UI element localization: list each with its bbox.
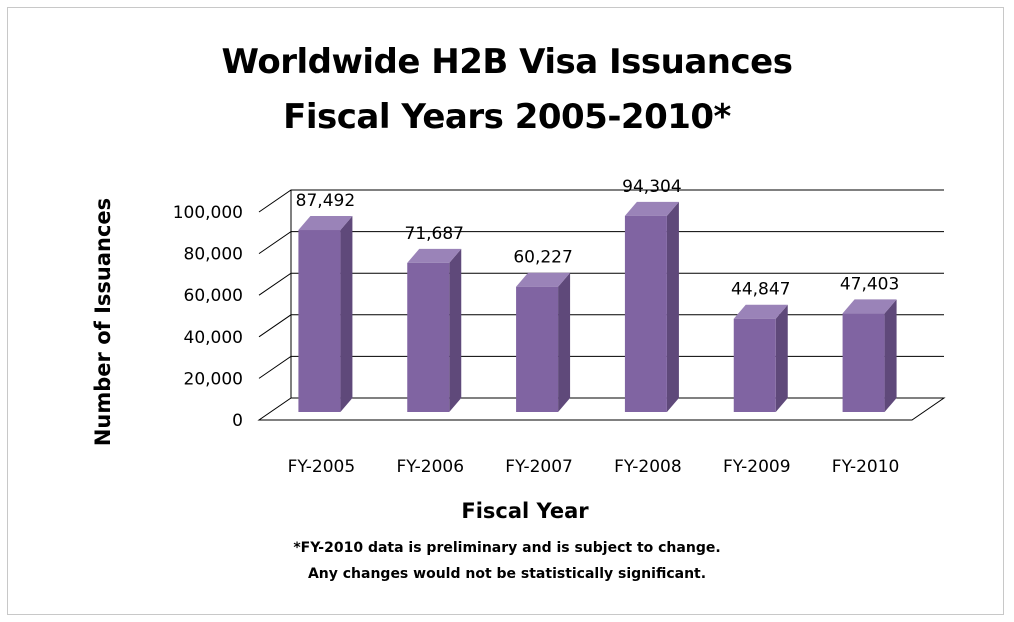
x-tick-label: FY-2010: [832, 457, 900, 477]
bar-FY-2008: [624, 201, 679, 412]
bar-front: [298, 230, 341, 412]
x-axis-title: Fiscal Year: [461, 499, 589, 523]
data-label: 71,687: [405, 224, 464, 244]
chart-title: Worldwide H2B Visa Issuances: [221, 42, 793, 82]
y-axis-title: Number of Issuances: [91, 198, 115, 446]
gridline: [258, 314, 944, 338]
bar-side: [884, 299, 897, 412]
x-tick-label: FY-2007: [505, 457, 573, 477]
bar-top: [842, 299, 897, 314]
bar-top: [516, 272, 571, 287]
data-label: 44,847: [731, 280, 790, 300]
gridline: [258, 189, 944, 213]
gridline: [258, 272, 944, 296]
bar-side: [340, 216, 353, 412]
y-tick-label: 0: [232, 411, 243, 431]
y-tick-label: 80,000: [184, 245, 243, 265]
x-tick-label: FY-2005: [288, 457, 356, 477]
bar-top: [624, 201, 679, 216]
y-tick-label: 20,000: [184, 369, 243, 389]
x-tick-label: FY-2006: [396, 457, 464, 477]
bar-FY-2005: [298, 216, 353, 412]
y-tick-label: 100,000: [173, 203, 243, 223]
y-tick-label: 60,000: [184, 286, 243, 306]
bar-top: [407, 248, 462, 263]
footnote-preliminary: *FY-2010 data is preliminary and is subj…: [293, 540, 721, 556]
data-label: 94,304: [622, 177, 681, 197]
x-tick-label: FY-2008: [614, 457, 682, 477]
y-tick-label: 40,000: [184, 328, 243, 348]
bar-top: [733, 304, 788, 319]
chart-floor: [257, 397, 946, 421]
bar-side: [775, 304, 788, 412]
bar-front: [842, 313, 885, 412]
bar-FY-2009: [733, 304, 788, 412]
gridline: [258, 231, 944, 255]
bar-FY-2007: [516, 272, 571, 412]
data-label: 60,227: [513, 248, 572, 268]
bar-FY-2006: [407, 248, 462, 412]
chart-subtitle: Fiscal Years 2005-2010*: [283, 97, 731, 137]
bar-front: [733, 318, 776, 412]
gridline: [258, 355, 944, 379]
bar-front: [516, 286, 559, 412]
bar-side: [449, 248, 462, 412]
footnote-significance: Any changes would not be statistically s…: [307, 566, 707, 582]
bar-front: [624, 215, 667, 412]
x-tick-label: FY-2009: [723, 457, 791, 477]
data-label: 87,492: [296, 191, 355, 211]
bar-FY-2010: [842, 299, 897, 412]
bar-side: [666, 201, 679, 412]
bar-front: [407, 262, 450, 412]
chart-frame: [7, 7, 1004, 615]
data-label: 47,403: [840, 274, 899, 294]
bar-top: [298, 216, 353, 231]
bar-side: [558, 272, 571, 412]
